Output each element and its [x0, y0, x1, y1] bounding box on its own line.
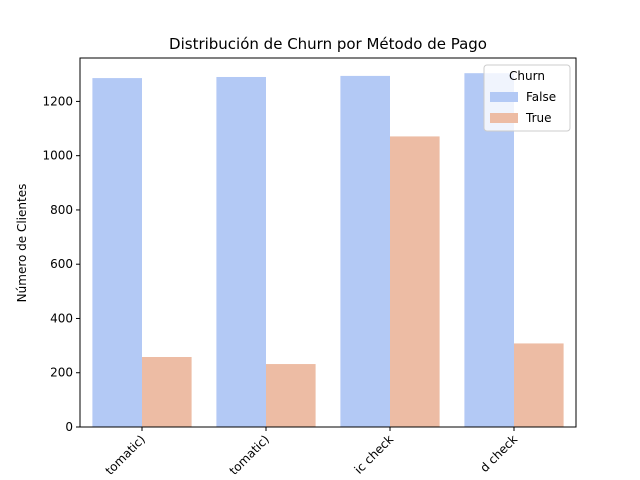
y-axis-label: Número de Clientes — [15, 184, 29, 303]
legend-swatch-true — [490, 113, 518, 123]
x-tick-label: d check — [477, 432, 520, 475]
x-tick-label: ic check — [352, 432, 396, 476]
bars-layer — [92, 73, 564, 428]
legend-title: Churn — [509, 69, 545, 83]
y-tick-label: 400 — [50, 311, 73, 325]
bar-false-4 — [464, 73, 514, 427]
plot-frame — [79, 57, 577, 428]
chart-title: Distribución de Churn por Método de Pago — [169, 35, 487, 53]
x-tick-label: tomatic) — [103, 432, 149, 478]
y-tick-label: 200 — [50, 366, 73, 380]
y-tick-label: 1000 — [42, 149, 73, 163]
bar-true-1 — [142, 357, 192, 427]
bar-false-3 — [340, 75, 390, 427]
legend-label-false: False — [526, 90, 556, 104]
bar-true-2 — [266, 364, 316, 427]
x-axis: tomatic) tomatic) ic check d check — [103, 427, 520, 478]
legend-label-true: True — [525, 111, 552, 125]
legend-swatch-false — [490, 92, 518, 102]
y-tick-label: 600 — [50, 257, 73, 271]
x-tick-label: tomatic) — [227, 432, 273, 478]
y-tick-label: 1200 — [42, 94, 73, 108]
y-tick-label: 0 — [65, 420, 73, 434]
bar-false-2 — [216, 76, 266, 428]
y-axis: 0 200 400 600 800 1000 1200 — [42, 94, 80, 434]
legend: Churn False True — [483, 64, 571, 132]
bar-true-3 — [390, 136, 440, 427]
bar-false-1 — [92, 78, 142, 427]
y-tick-label: 800 — [50, 203, 73, 217]
bar-true-4 — [514, 343, 564, 427]
